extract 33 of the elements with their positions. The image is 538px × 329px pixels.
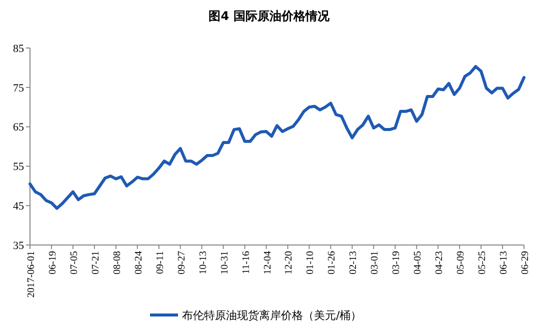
x-tick-label: 10-13 <box>198 251 209 274</box>
x-tick-label: 06-29 <box>520 251 531 274</box>
x-tick-label: 01-10 <box>305 251 316 274</box>
x-tick-label: 12-04 <box>262 251 274 274</box>
y-tick-label: 35 <box>13 240 24 252</box>
x-tick-label: 05-25 <box>477 251 488 274</box>
x-tick-label: 12-20 <box>284 251 295 274</box>
x-tick-label: 09-27 <box>176 251 188 274</box>
line-series <box>28 65 526 210</box>
x-tick-label: 04-23 <box>434 251 446 274</box>
x-tick-label: 07-21 <box>90 251 102 274</box>
y-tick-label: 55 <box>13 161 24 174</box>
chart-title: 图4 国际原油价格情况 <box>208 9 330 23</box>
x-tick-label: 03-01 <box>370 251 381 274</box>
x-tick-label: 08-08 <box>112 251 123 274</box>
legend-label: 布伦特原油现货离岸价格（美元/桶） <box>182 308 362 322</box>
x-tick-label: 11-16 <box>240 251 252 274</box>
x-tick-label: 02-13 <box>348 251 360 274</box>
x-tick-label: 03-19 <box>391 251 402 274</box>
x-tick-label: 2017-06-01 <box>26 251 37 298</box>
x-tick-label: 05-09 <box>456 251 467 274</box>
x-tick-label: 04-05 <box>412 251 424 274</box>
y-tick-label: 85 <box>13 42 24 55</box>
x-tick-label: 08-24 <box>133 251 144 274</box>
x-tick-label: 09-11 <box>154 251 166 274</box>
x-tick-label: 06-13 <box>498 251 510 274</box>
x-tick-label: 01-26 <box>326 251 338 274</box>
y-tick-label: 45 <box>13 200 24 212</box>
x-tick-label: 10-31 <box>219 251 230 274</box>
y-tick-label: 65 <box>13 122 24 134</box>
x-tick-label: 06-19 <box>47 251 58 274</box>
y-tick-label: 75 <box>13 82 24 94</box>
x-tick-label: 07-05 <box>68 251 80 274</box>
